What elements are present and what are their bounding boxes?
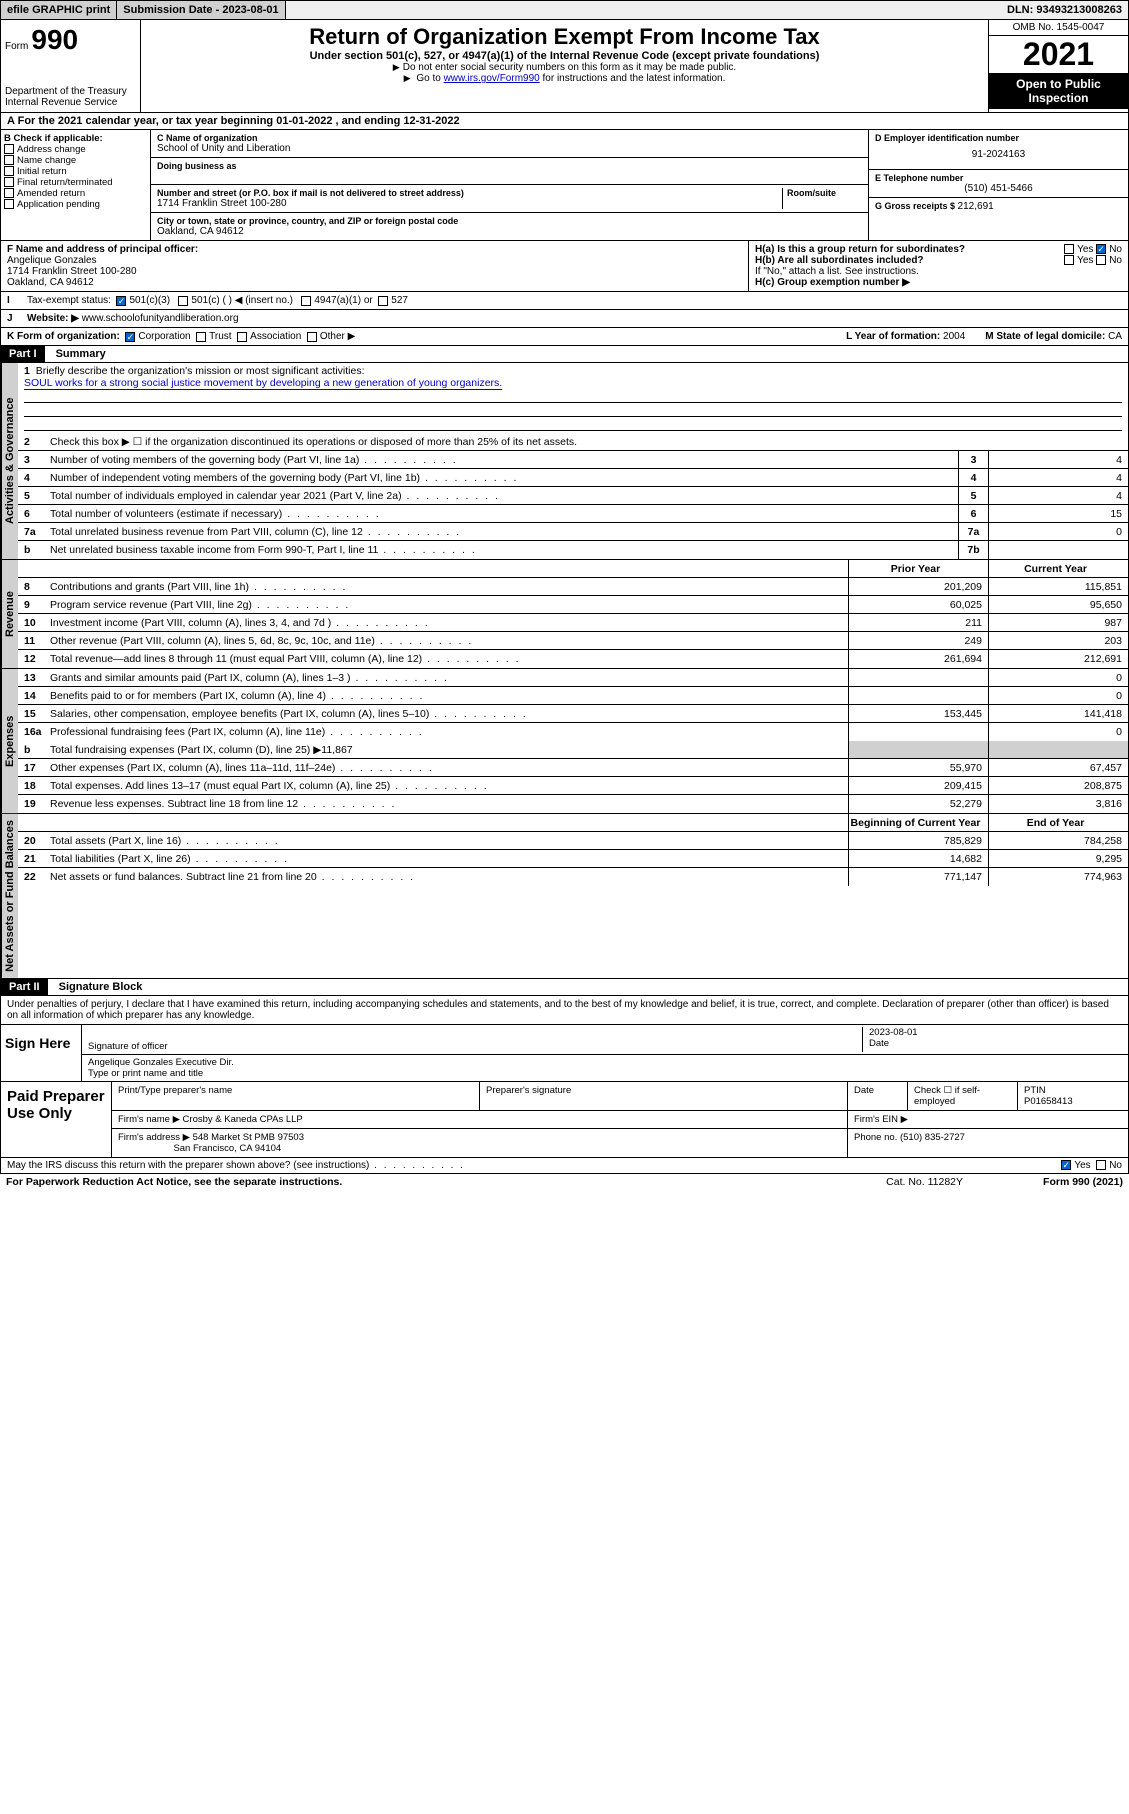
summary-line: 18Total expenses. Add lines 13–17 (must … <box>18 777 1128 795</box>
footer-discuss: May the IRS discuss this return with the… <box>0 1158 1129 1174</box>
submission-date-button[interactable]: Submission Date - 2023-08-01 <box>117 1 285 19</box>
summary-line: 13Grants and similar amounts paid (Part … <box>18 669 1128 687</box>
summary-line: 12Total revenue—add lines 8 through 11 (… <box>18 650 1128 668</box>
org-name: School of Unity and Liberation <box>157 143 862 154</box>
summary-line: 8Contributions and grants (Part VIII, li… <box>18 578 1128 596</box>
gross-receipts: 212,691 <box>958 201 994 212</box>
submission-date: 2023-08-01 <box>222 4 278 16</box>
row-i-tax-status: I Tax-exempt status: 501(c)(3) 501(c) ( … <box>0 292 1129 310</box>
tax-year: 2021 <box>989 36 1128 73</box>
summary-line: 10Investment income (Part VIII, column (… <box>18 614 1128 632</box>
expenses-block: Expenses 13Grants and similar amounts pa… <box>0 669 1129 814</box>
org-street: 1714 Franklin Street 100-280 <box>157 198 782 209</box>
firm-name: Crosby & Kaneda CPAs LLP <box>183 1114 303 1125</box>
form-prefix: Form <box>5 41 28 52</box>
summary-line: 6Total number of volunteers (estimate if… <box>18 505 1128 523</box>
sign-here-label: Sign Here <box>1 1025 81 1081</box>
cb-amended-return[interactable]: Amended return <box>4 188 147 199</box>
summary-line: 20Total assets (Part X, line 16)785,8297… <box>18 832 1128 850</box>
org-city: Oakland, CA 94612 <box>157 226 862 237</box>
cb-application-pending[interactable]: Application pending <box>4 199 147 210</box>
omb-number: OMB No. 1545-0047 <box>989 20 1128 36</box>
tab-net-assets: Net Assets or Fund Balances <box>1 814 18 978</box>
row-a-tax-year: A For the 2021 calendar year, or tax yea… <box>0 113 1129 130</box>
col-d-ein: D Employer identification number 91-2024… <box>868 130 1128 240</box>
part-i-header: Part I Summary <box>0 346 1129 363</box>
summary-line: 5Total number of individuals employed in… <box>18 487 1128 505</box>
summary-line: 9Program service revenue (Part VIII, lin… <box>18 596 1128 614</box>
row-j-website: J Website: ▶ www.schoolofunityandliberat… <box>0 310 1129 328</box>
governance-block: Activities & Governance 1 Briefly descri… <box>0 363 1129 560</box>
officer-addr1: 1714 Franklin Street 100-280 <box>7 266 742 277</box>
summary-line: 15Salaries, other compensation, employee… <box>18 705 1128 723</box>
col-c-org-info: C Name of organization School of Unity a… <box>151 130 868 240</box>
top-bar: efile GRAPHIC print Submission Date - 20… <box>0 0 1129 20</box>
fundraising-expenses: 11,867 <box>321 744 352 756</box>
cb-501c3[interactable] <box>116 296 126 306</box>
row-fh: F Name and address of principal officer:… <box>0 241 1129 292</box>
tab-governance: Activities & Governance <box>1 363 18 559</box>
summary-line: 4Number of independent voting members of… <box>18 469 1128 487</box>
firm-addr1: 548 Market St PMB 97503 <box>193 1132 304 1143</box>
signature-block: Under penalties of perjury, I declare th… <box>0 996 1129 1158</box>
efile-print-button[interactable]: efile GRAPHIC print <box>1 1 117 19</box>
mission-text: SOUL works for a strong social justice m… <box>24 377 502 390</box>
paid-preparer-label: Paid Preparer Use Only <box>1 1082 111 1157</box>
cb-corporation[interactable] <box>125 332 135 342</box>
tab-expenses: Expenses <box>1 669 18 813</box>
perjury-declaration: Under penalties of perjury, I declare th… <box>1 996 1128 1025</box>
officer-addr2: Oakland, CA 94612 <box>7 277 742 288</box>
cat-number: Cat. No. 11282Y <box>886 1176 963 1188</box>
instruction-ssn: Do not enter social security numbers on … <box>149 62 980 73</box>
irs-label: Internal Revenue Service <box>5 97 136 108</box>
signature-date: 2023-08-01 <box>869 1027 918 1038</box>
summary-line: 19Revenue less expenses. Subtract line 1… <box>18 795 1128 813</box>
ein-value: 91-2024163 <box>875 143 1122 166</box>
firm-phone: (510) 835-2727 <box>900 1132 965 1143</box>
form-subtitle: Under section 501(c), 527, or 4947(a)(1)… <box>149 50 980 62</box>
summary-line: 7aTotal unrelated business revenue from … <box>18 523 1128 541</box>
form-header: Form 990 Department of the Treasury Inte… <box>0 20 1129 113</box>
cb-initial-return[interactable]: Initial return <box>4 166 147 177</box>
form-version: Form 990 (2021) <box>1043 1176 1123 1188</box>
form-number: 990 <box>31 24 78 55</box>
summary-line: 3Number of voting members of the governi… <box>18 451 1128 469</box>
cb-discuss-yes[interactable] <box>1061 1160 1071 1170</box>
submission-label: Submission Date - <box>123 4 222 16</box>
cb-group-return-no[interactable] <box>1096 244 1106 254</box>
summary-line: 22Net assets or fund balances. Subtract … <box>18 868 1128 886</box>
ptin-value: P01658413 <box>1024 1096 1073 1107</box>
dln-field: DLN: 93493213008263 <box>1001 1 1128 19</box>
summary-line: 11Other revenue (Part VIII, column (A), … <box>18 632 1128 650</box>
irs-link[interactable]: www.irs.gov/Form990 <box>444 73 540 84</box>
year-formation: 2004 <box>943 331 965 342</box>
instruction-link: Go to www.irs.gov/Form990 for instructio… <box>149 73 980 84</box>
summary-line: bNet unrelated business taxable income f… <box>18 541 1128 559</box>
summary-line: 14Benefits paid to or for members (Part … <box>18 687 1128 705</box>
officer-name: Angelique Gonzales <box>7 255 742 266</box>
officer-signature-name: Angelique Gonzales Executive Dir. <box>88 1057 234 1068</box>
footer-final: For Paperwork Reduction Act Notice, see … <box>0 1174 1129 1190</box>
open-public-badge: Open to Public Inspection <box>989 73 1128 109</box>
tab-revenue: Revenue <box>1 560 18 668</box>
part-ii-header: Part II Signature Block <box>0 979 1129 996</box>
summary-line: 21Total liabilities (Part X, line 26)14,… <box>18 850 1128 868</box>
cb-name-change[interactable]: Name change <box>4 155 147 166</box>
section-bcd: B Check if applicable: Address change Na… <box>0 130 1129 241</box>
form-title: Return of Organization Exempt From Incom… <box>149 24 980 50</box>
cb-final-return[interactable]: Final return/terminated <box>4 177 147 188</box>
website-link[interactable]: www.schoolofunityandliberation.org <box>82 313 239 324</box>
firm-addr2: San Francisco, CA 94104 <box>173 1143 281 1154</box>
net-assets-block: Net Assets or Fund Balances Beginning of… <box>0 814 1129 979</box>
state-domicile: CA <box>1108 331 1122 342</box>
summary-line: 17Other expenses (Part IX, column (A), l… <box>18 759 1128 777</box>
dept-label: Department of the Treasury <box>5 86 136 97</box>
summary-line: 16aProfessional fundraising fees (Part I… <box>18 723 1128 741</box>
revenue-block: Revenue Prior YearCurrent Year 8Contribu… <box>0 560 1129 669</box>
col-b-checkboxes: B Check if applicable: Address change Na… <box>1 130 151 240</box>
row-k-form-org: K Form of organization: Corporation Trus… <box>0 328 1129 346</box>
cb-address-change[interactable]: Address change <box>4 144 147 155</box>
phone-value: (510) 451-5466 <box>875 183 1122 194</box>
